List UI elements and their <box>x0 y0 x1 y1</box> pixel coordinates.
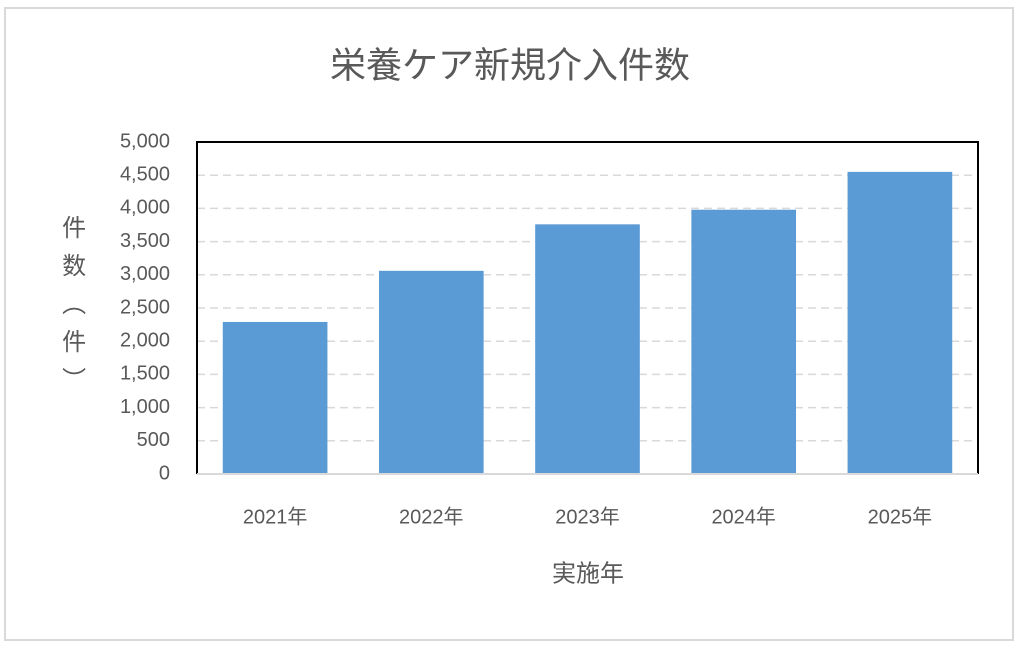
y-tick-label: 2,000 <box>120 329 170 351</box>
x-tick-label: 2021年 <box>243 505 308 528</box>
plot-border <box>196 141 979 474</box>
x-axis-title: 実施年 <box>552 560 624 587</box>
bar <box>222 321 328 474</box>
bar <box>535 224 640 474</box>
x-tick-label: 2025年 <box>868 505 933 528</box>
y-tick-label: 500 <box>137 429 170 451</box>
y-tick-label: 0 <box>159 462 170 484</box>
y-tick-label: 4,500 <box>120 163 170 185</box>
y-tick-label: 3,000 <box>120 263 170 285</box>
y-axis-title: 件数（件） <box>58 215 86 405</box>
x-tick-label: 2023年 <box>555 505 620 528</box>
chart-title: 栄養ケア新規介入件数 <box>330 45 690 86</box>
x-tick-label: 2022年 <box>399 505 464 528</box>
bar <box>378 270 484 474</box>
y-tick-label: 2,500 <box>120 296 170 318</box>
y-tick-label: 1,500 <box>120 363 170 385</box>
chart-frame <box>4 7 1014 641</box>
y-tick-label: 5,000 <box>120 130 170 152</box>
y-tick-label: 3,500 <box>120 230 170 252</box>
x-tick-label: 2024年 <box>711 505 776 528</box>
bar <box>847 171 953 474</box>
y-tick-label: 1,000 <box>120 396 170 418</box>
y-tick-label: 4,000 <box>120 197 170 219</box>
bar <box>691 209 797 474</box>
